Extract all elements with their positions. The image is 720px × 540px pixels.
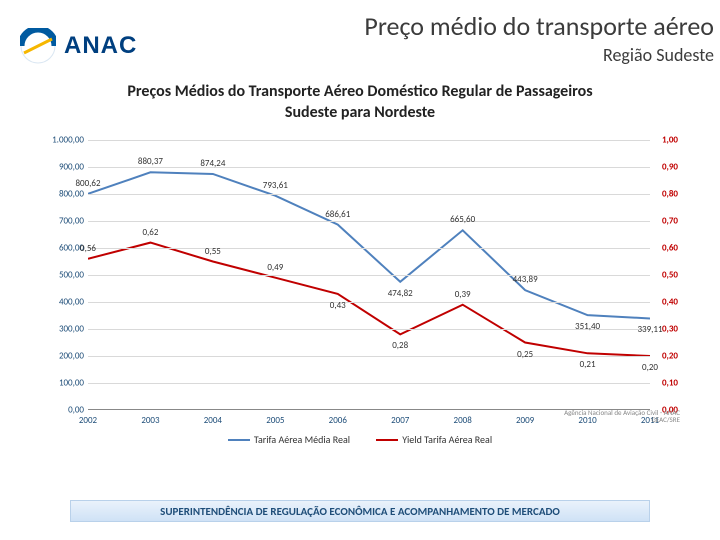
gridline <box>88 167 650 168</box>
y1-tick-label: 400,00 <box>40 297 84 308</box>
y1-tick-label: 100,00 <box>40 378 84 389</box>
footer-bar: SUPERINTENDÊNCIA DE REGULAÇÃO ECONÔMICA … <box>70 500 650 522</box>
gridline <box>88 329 650 330</box>
y1-tick-label: 200,00 <box>40 351 84 362</box>
anac-logo-icon <box>20 28 56 64</box>
x-tick-label: 2006 <box>318 415 358 426</box>
legend-item-yield: Yield Tarifa Aérea Real <box>376 433 492 446</box>
chart-credit: Agência Nacional de Aviação Civil - ANAC… <box>564 409 680 424</box>
x-tick-label: 2004 <box>193 415 233 426</box>
data-label: 443,89 <box>513 274 538 285</box>
anac-logo-text: ANAC <box>64 32 137 60</box>
data-label: 0,20 <box>642 362 658 373</box>
y1-tick-label: 600,00 <box>40 243 84 254</box>
y1-tick-label: 700,00 <box>40 216 84 227</box>
data-label: 0,28 <box>392 340 408 351</box>
data-label: 0,39 <box>455 289 471 300</box>
y1-tick-label: 1.000,00 <box>40 135 84 146</box>
data-label: 800,62 <box>75 178 100 189</box>
gridline <box>88 140 650 141</box>
y2-tick-label: 0,40 <box>662 297 678 308</box>
data-label: 874,24 <box>200 158 225 169</box>
chart-title: Preços Médios do Transporte Aéreo Domést… <box>0 82 720 124</box>
plot-area: 0,000,00100,000,10200,000,20300,000,3040… <box>88 140 650 410</box>
data-label: 793,61 <box>263 180 288 191</box>
y1-tick-label: 300,00 <box>40 324 84 335</box>
data-label: 0,56 <box>80 243 96 254</box>
x-tick-label: 2005 <box>255 415 295 426</box>
line-chart: 0,000,00100,000,10200,000,20300,000,3040… <box>40 130 680 450</box>
x-tick-label: 2002 <box>68 415 108 426</box>
data-label: 0,43 <box>330 300 346 311</box>
gridline <box>88 383 650 384</box>
y2-tick-label: 1,00 <box>662 135 678 146</box>
gridline <box>88 356 650 357</box>
data-label: 880,37 <box>138 156 163 167</box>
data-label: 0,21 <box>580 359 596 370</box>
credit-line2: GEAC/SRE <box>651 415 680 424</box>
legend-swatch-yield <box>376 439 398 441</box>
slide: ANAC Preço médio do transporte aéreo Reg… <box>0 0 720 540</box>
data-label: 0,55 <box>205 246 221 257</box>
legend-label-tarifa: Tarifa Aérea Média Real <box>254 433 350 446</box>
data-label: 686,61 <box>325 209 350 220</box>
y2-tick-label: 0,20 <box>662 351 678 362</box>
legend-swatch-tarifa <box>228 439 250 441</box>
gridline <box>88 221 650 222</box>
y1-tick-label: 900,00 <box>40 162 84 173</box>
x-tick-label: 2008 <box>443 415 483 426</box>
chart-title-line2: Sudeste para Nordeste <box>285 103 435 122</box>
page-title: Preço médio do transporte aéreo <box>364 10 714 42</box>
data-label: 0,62 <box>142 227 158 238</box>
x-tick-label: 2009 <box>505 415 545 426</box>
data-label: 351,40 <box>575 321 600 332</box>
x-tick-label: 2003 <box>130 415 170 426</box>
chart-legend: Tarifa Aérea Média Real Yield Tarifa Aér… <box>40 431 680 447</box>
y2-tick-label: 0,30 <box>662 324 678 335</box>
page-subtitle: Região Sudeste <box>603 44 714 66</box>
y2-tick-label: 0,90 <box>662 162 678 173</box>
y2-tick-label: 0,10 <box>662 378 678 389</box>
y1-tick-label: 800,00 <box>40 189 84 200</box>
chart-title-line1: Preços Médios do Transporte Aéreo Domést… <box>127 82 592 101</box>
footer-text: SUPERINTENDÊNCIA DE REGULAÇÃO ECONÔMICA … <box>160 505 560 518</box>
legend-item-tarifa: Tarifa Aérea Média Real <box>228 433 350 446</box>
data-label: 665,60 <box>450 214 475 225</box>
gridline <box>88 275 650 276</box>
gridline <box>88 302 650 303</box>
anac-logo: ANAC <box>20 28 137 64</box>
series-line <box>88 243 650 356</box>
y1-tick-label: 0,00 <box>40 405 84 416</box>
gridline <box>88 248 650 249</box>
legend-label-yield: Yield Tarifa Aérea Real <box>402 433 492 446</box>
x-tick-label: 2007 <box>380 415 420 426</box>
data-label: 339,11 <box>637 324 662 335</box>
data-label: 0,49 <box>267 262 283 273</box>
y2-tick-label: 0,50 <box>662 270 678 281</box>
y2-tick-label: 0,60 <box>662 243 678 254</box>
y2-tick-label: 0,70 <box>662 216 678 227</box>
y2-tick-label: 0,80 <box>662 189 678 200</box>
y1-tick-label: 500,00 <box>40 270 84 281</box>
data-label: 0,25 <box>517 349 533 360</box>
header: ANAC Preço médio do transporte aéreo Reg… <box>0 8 720 68</box>
gridline <box>88 194 650 195</box>
data-label: 474,82 <box>388 288 413 299</box>
